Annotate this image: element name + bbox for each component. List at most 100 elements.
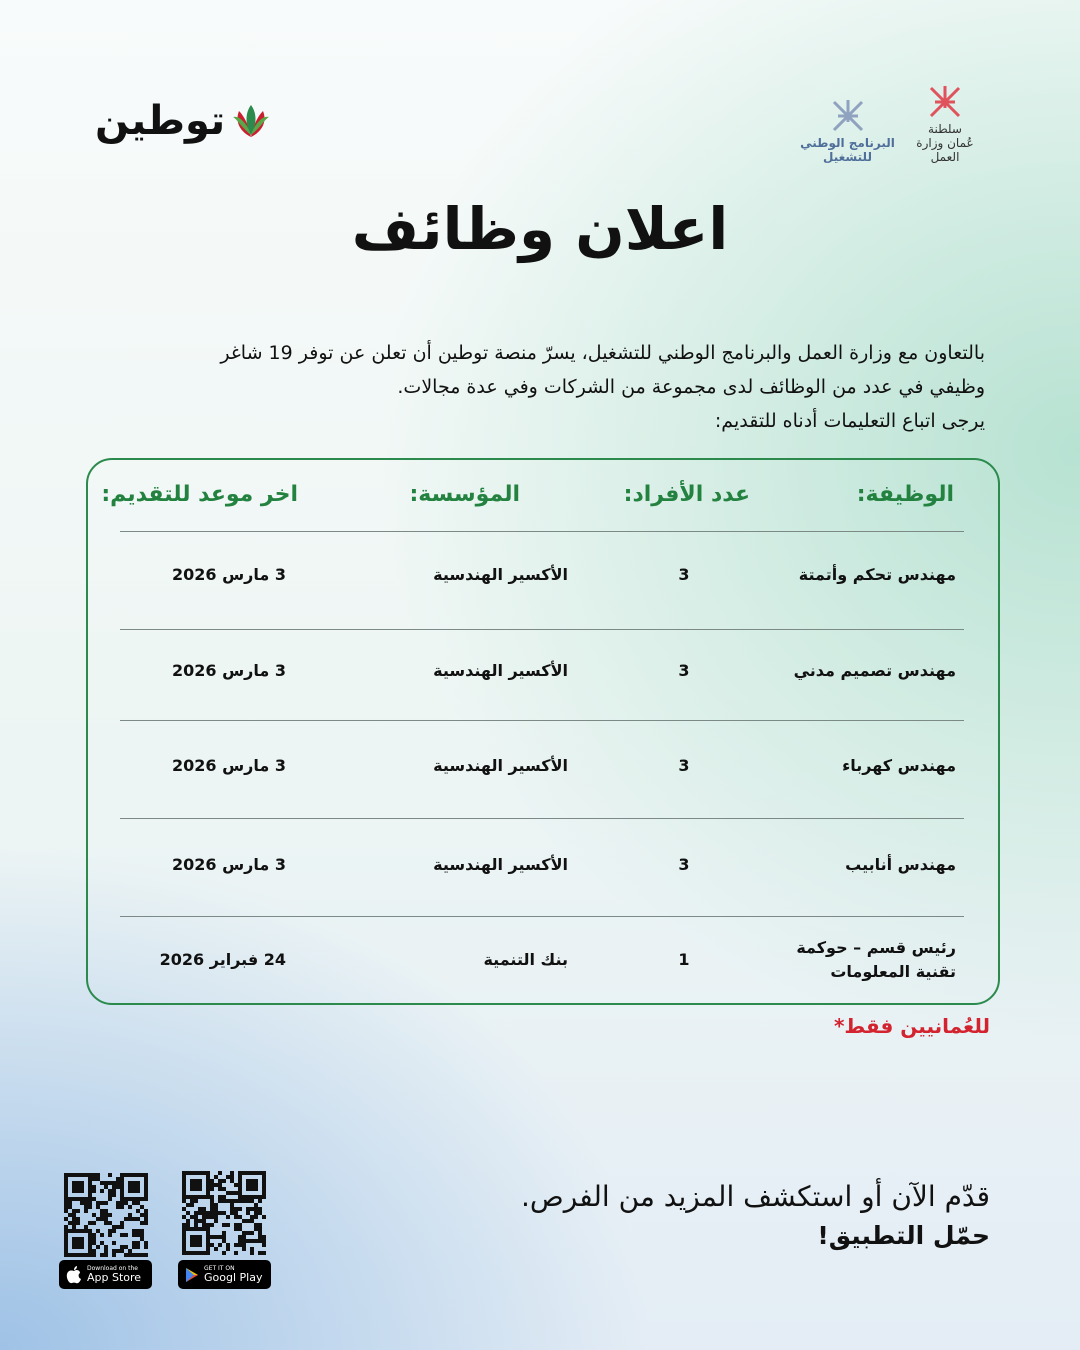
qr-module (92, 1237, 96, 1241)
qr-module (206, 1243, 210, 1247)
qr-module (100, 1233, 104, 1237)
qr-module (222, 1195, 226, 1199)
header-institution: المؤسسة: (409, 482, 520, 507)
qr-module (144, 1253, 148, 1257)
qr-module (186, 1203, 190, 1207)
qr-module (254, 1211, 258, 1215)
qr-module (64, 1225, 68, 1229)
qr-module (198, 1179, 202, 1183)
qr-module (262, 1195, 266, 1199)
qr-module (250, 1247, 254, 1251)
app-store-badge[interactable]: Download on the App Store (59, 1260, 152, 1289)
deadline-cell: 3 مارس 2026 (171, 661, 286, 680)
google-play-qr-code[interactable] (182, 1171, 266, 1255)
qr-module (68, 1173, 72, 1177)
qr-module (198, 1219, 202, 1223)
omanis-only-note: للعُمانيين فقط* (833, 1014, 990, 1038)
qr-module (182, 1183, 186, 1187)
qr-module (262, 1187, 266, 1191)
qr-module (88, 1173, 92, 1177)
qr-module (190, 1203, 194, 1207)
qr-module (210, 1223, 214, 1227)
qr-module (234, 1251, 238, 1255)
qr-module (210, 1243, 214, 1247)
qr-module (84, 1209, 88, 1213)
qr-module (124, 1233, 128, 1237)
qr-module (120, 1185, 124, 1189)
qr-module (68, 1213, 72, 1217)
google-play-badge[interactable]: GET IT ON Googl Play (178, 1260, 271, 1289)
qr-module (144, 1189, 148, 1193)
qr-module (250, 1195, 254, 1199)
qr-module (194, 1179, 198, 1183)
qr-module (132, 1233, 136, 1237)
qr-module (84, 1253, 88, 1257)
qr-module (120, 1225, 124, 1229)
job-title-cell: رئيس قسم – حوكمة تقنية المعلومات (796, 938, 956, 981)
qr-module (202, 1215, 206, 1219)
qr-module (136, 1185, 140, 1189)
app-store-qr-code[interactable] (64, 1173, 148, 1257)
qr-module (262, 1243, 266, 1247)
qr-module (194, 1187, 198, 1191)
header-deadline: اخر موعد للتقديم: (101, 482, 298, 507)
qr-module (96, 1201, 100, 1205)
qr-module (198, 1239, 202, 1243)
qr-module (120, 1249, 124, 1253)
qr-module (250, 1183, 254, 1187)
qr-module (206, 1195, 210, 1199)
qr-module (84, 1173, 88, 1177)
qr-module (182, 1207, 186, 1211)
qr-module (194, 1211, 198, 1215)
qr-module (100, 1253, 104, 1257)
qr-module (68, 1201, 72, 1205)
row-divider (120, 531, 964, 532)
qr-module (258, 1227, 262, 1231)
qr-module (108, 1181, 112, 1185)
qr-module (194, 1219, 198, 1223)
qr-module (262, 1191, 266, 1195)
qr-module (254, 1171, 258, 1175)
qr-module (92, 1241, 96, 1245)
qr-module (144, 1241, 148, 1245)
qr-module (218, 1199, 222, 1203)
qr-module (218, 1211, 222, 1215)
ministry-of-labour-logo: سلطنة عُمان وزارة العمل (915, 82, 975, 164)
qr-module (254, 1207, 258, 1211)
job-title-cell: مهندس تصميم مدني (793, 661, 956, 680)
qr-module (198, 1211, 202, 1215)
headcount-cell: 3 (678, 855, 690, 874)
qr-module (206, 1231, 210, 1235)
qr-module (100, 1241, 104, 1245)
job-title-cell: مهندس أنابيب (845, 855, 956, 874)
qr-module (238, 1215, 242, 1219)
qr-module (190, 1235, 194, 1239)
row-divider (120, 629, 964, 630)
qr-module (124, 1201, 128, 1205)
qr-module (76, 1229, 80, 1233)
cta-line: قدّم الآن أو استكشف المزيد من الفرص. (521, 1180, 990, 1213)
qr-module (88, 1237, 92, 1241)
qr-module (210, 1187, 214, 1191)
qr-module (72, 1241, 76, 1245)
qr-module (210, 1179, 214, 1183)
qr-module (80, 1173, 84, 1177)
qr-module (238, 1207, 242, 1211)
qr-module (218, 1179, 222, 1183)
qr-module (132, 1185, 136, 1189)
qr-module (132, 1189, 136, 1193)
qr-module (64, 1229, 68, 1233)
qr-module (88, 1201, 92, 1205)
qr-module (238, 1175, 242, 1179)
brand-name: توطين (95, 98, 226, 144)
qr-module (222, 1239, 226, 1243)
qr-module (198, 1195, 202, 1199)
qr-module (64, 1209, 68, 1213)
qr-module (72, 1221, 76, 1225)
qr-module (222, 1231, 226, 1235)
qr-module (120, 1177, 124, 1181)
qr-module (80, 1237, 84, 1241)
qr-module (246, 1231, 250, 1235)
qr-module (262, 1183, 266, 1187)
qr-module (206, 1223, 210, 1227)
